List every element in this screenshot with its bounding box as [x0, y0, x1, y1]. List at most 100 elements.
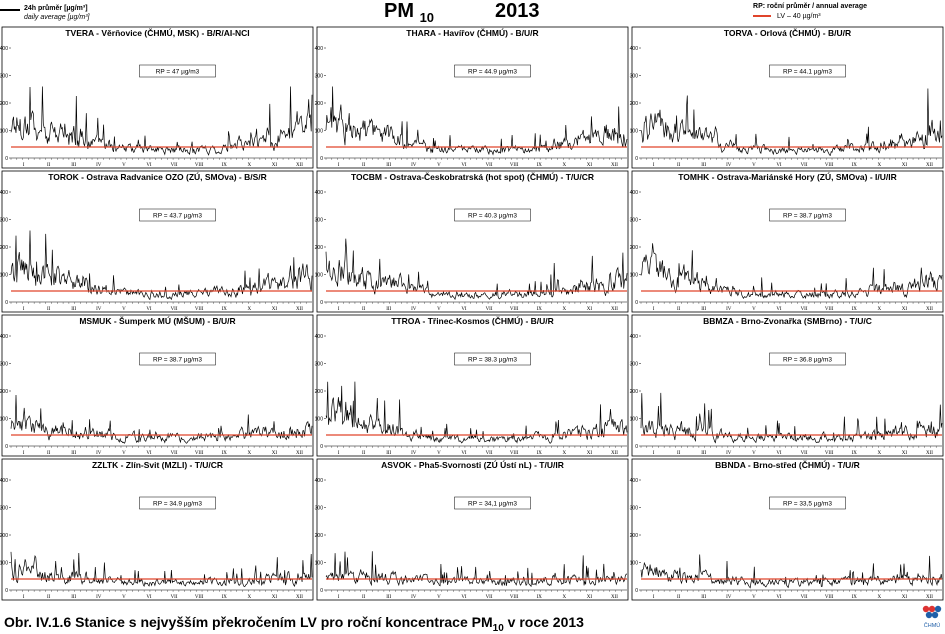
month-label: VI	[776, 163, 782, 168]
month-label: III	[386, 163, 391, 168]
daily-average-line	[325, 381, 628, 444]
month-label: XII	[611, 595, 618, 600]
month-label: VI	[776, 307, 782, 312]
month-label: XII	[296, 163, 303, 168]
month-label: VII	[171, 163, 178, 168]
month-label: I	[338, 163, 340, 168]
month-label: VII	[486, 163, 493, 168]
month-label: VIII	[510, 595, 519, 600]
y-tick-label: 400	[630, 46, 639, 52]
month-label: VIII	[195, 451, 204, 456]
rp-annotation: RP = 40.3 µg/m3	[468, 213, 517, 220]
month-label: I	[23, 163, 25, 168]
rp-annotation: RP = 43.7 µg/m3	[153, 213, 202, 220]
month-label: XI	[272, 451, 278, 456]
month-label: X	[247, 163, 251, 168]
chart-panel: TOMHK - Ostrava-Mariánské Hory (ZÚ, SMOv…	[630, 170, 944, 313]
month-label: X	[877, 451, 881, 456]
y-tick-label: 300	[315, 362, 324, 368]
month-label: I	[23, 307, 25, 312]
month-label: II	[362, 307, 366, 312]
rp-annotation: RP = 34,1 µg/m3	[468, 501, 517, 508]
daily-average-line	[10, 230, 313, 301]
month-label: VI	[146, 307, 152, 312]
panel-title: BBNDA - Brno-střed (ČHMÚ) - T/U/R	[715, 459, 860, 470]
rp-annotation-box	[454, 496, 531, 510]
rp-annotation-box	[769, 208, 846, 222]
daily-average-line	[325, 86, 628, 156]
y-tick-label: 0	[320, 156, 323, 162]
figure-caption: Obr. IV.1.6 Stanice s nejvyšším překroče…	[4, 614, 584, 634]
y-tick-label: 200	[630, 389, 639, 395]
month-label: X	[877, 163, 881, 168]
rp-annotation: RP = 33,5 µg/m3	[783, 501, 832, 508]
month-label: XII	[296, 307, 303, 312]
panel-title: TVERA - Věrňovice (ČHMÚ, MSK) - B/R/AI-N…	[65, 27, 249, 38]
month-label: VIII	[510, 451, 519, 456]
panel-title: TTROA - Třinec-Kosmos (ČHMÚ) - B/U/R	[391, 315, 554, 326]
month-label: I	[338, 451, 340, 456]
month-label: VIII	[195, 163, 204, 168]
month-label: V	[437, 307, 441, 312]
month-label: XI	[272, 595, 278, 600]
month-label: VI	[461, 163, 467, 168]
title-pm: PM	[384, 0, 414, 22]
month-label: II	[677, 451, 681, 456]
month-label: IX	[852, 451, 858, 456]
month-label: IX	[222, 451, 228, 456]
panel-frame	[1, 26, 314, 169]
caption-prefix: Obr. IV.1.6 Stanice s nejvyšším překroče…	[4, 614, 493, 630]
month-label: VIII	[195, 307, 204, 312]
month-label: I	[653, 163, 655, 168]
month-label: XII	[926, 595, 933, 600]
caption-sub: 10	[492, 622, 504, 634]
month-label: III	[386, 307, 391, 312]
month-label: IV	[411, 451, 417, 456]
month-label: III	[386, 451, 391, 456]
month-label: VII	[486, 595, 493, 600]
month-label: VII	[801, 451, 808, 456]
y-tick-label: 400	[0, 334, 8, 340]
rp-annotation-box	[139, 208, 216, 222]
chart-panel: BBNDA - Brno-střed (ČHMÚ) - T/U/R 0 100 200…	[630, 458, 944, 601]
month-label: V	[122, 595, 126, 600]
month-label: XI	[902, 163, 908, 168]
month-label: VII	[171, 307, 178, 312]
y-tick-label: 100	[315, 417, 324, 423]
month-label: XI	[902, 307, 908, 312]
panel-title: THARA - Havířov (ČHMÚ) - B/U/R	[406, 27, 538, 38]
y-tick-label: 0	[635, 300, 638, 306]
chart-panel: ZZLTK - Zlín-Svit (MZLI) - T/U/CR 0 100 200…	[0, 458, 314, 601]
y-tick-label: 200	[0, 101, 8, 107]
y-tick-label: 100	[0, 129, 8, 135]
y-tick-label: 400	[630, 334, 639, 340]
month-label: XI	[902, 451, 908, 456]
month-label: IX	[852, 307, 858, 312]
daily-average-line	[640, 88, 943, 156]
y-tick-label: 0	[5, 300, 8, 306]
y-tick-label: 100	[315, 129, 324, 135]
daily-average-line	[10, 86, 313, 156]
rp-annotation: RP = 47 µg/m3	[156, 69, 200, 76]
month-label: V	[122, 451, 126, 456]
legend-lv-label: LV – 40 µg/m³	[777, 13, 821, 20]
month-label: V	[122, 163, 126, 168]
month-label: III	[701, 307, 706, 312]
month-label: X	[877, 307, 881, 312]
y-tick-label: 400	[0, 190, 8, 196]
month-label: IV	[96, 451, 102, 456]
month-label: X	[247, 307, 251, 312]
rp-annotation-box	[139, 352, 216, 366]
rp-annotation-box	[139, 64, 216, 78]
month-label: VII	[486, 451, 493, 456]
rp-annotation: RP = 38.3 µg/m3	[468, 357, 517, 364]
month-label: VI	[461, 307, 467, 312]
y-tick-label: 100	[315, 561, 324, 567]
y-tick-label: 400	[0, 46, 8, 52]
month-label: XI	[587, 451, 593, 456]
month-label: VII	[171, 451, 178, 456]
month-label: III	[71, 595, 76, 600]
y-tick-label: 100	[0, 273, 8, 279]
panel-frame	[631, 458, 944, 601]
month-label: XI	[272, 163, 278, 168]
